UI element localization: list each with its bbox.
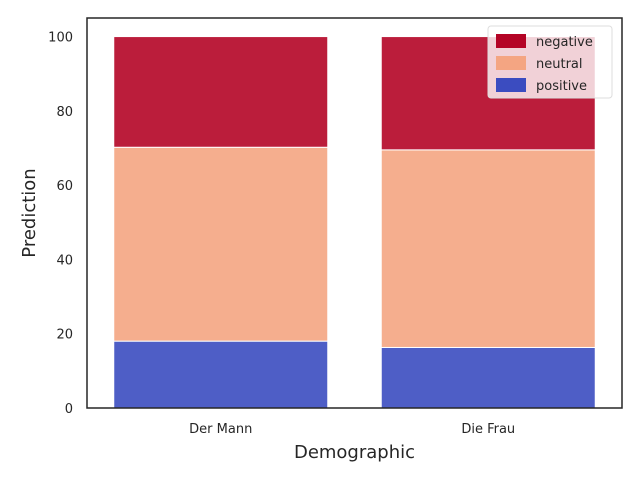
- y-tick-label: 40: [56, 253, 73, 268]
- legend: negative neutral positive: [487, 25, 613, 99]
- x-tick-label: Die Frau: [461, 422, 515, 437]
- y-axis-label: Prediction: [19, 168, 40, 257]
- bar-positive-0: [113, 340, 329, 409]
- x-tick-label: Der Mann: [189, 422, 252, 437]
- bar-negative-0: [113, 36, 329, 148]
- bar-neutral-1: [380, 149, 596, 348]
- x-axis-ticks: Der Mann Die Frau: [189, 422, 515, 437]
- x-axis-label: Demographic: [294, 442, 415, 463]
- legend-label-neutral: neutral: [536, 57, 583, 72]
- y-tick-label: 100: [48, 31, 73, 46]
- legend-swatch-positive: [496, 78, 526, 92]
- y-tick-label: 80: [56, 105, 73, 120]
- legend-label-negative: negative: [536, 35, 593, 50]
- y-tick-label: 0: [65, 402, 73, 417]
- y-tick-label: 60: [56, 179, 73, 194]
- bar-neutral-0: [113, 146, 329, 342]
- legend-swatch-negative: [496, 34, 526, 48]
- y-axis-ticks: 0 20 40 60 80 100: [48, 31, 73, 417]
- legend-label-positive: positive: [536, 79, 587, 94]
- legend-swatch-neutral: [496, 56, 526, 70]
- y-tick-label: 20: [56, 328, 73, 343]
- bar-positive-1: [380, 346, 596, 409]
- plot-frame: [86, 17, 623, 409]
